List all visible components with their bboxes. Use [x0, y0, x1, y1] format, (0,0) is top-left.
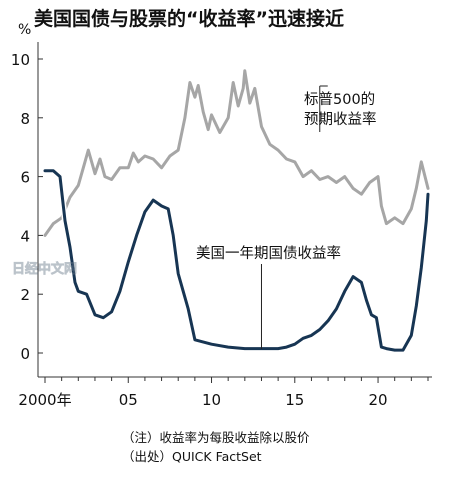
treasury-series-label: 美国一年期国债收益率	[196, 245, 341, 262]
x-tick-label: 10	[202, 391, 221, 409]
treasury-1y-yield-line	[43, 169, 430, 352]
series-layer	[42, 69, 431, 354]
sp500-yield-line	[43, 69, 430, 237]
watermark: 日经中文网	[12, 261, 78, 278]
x-tick-label: 15	[285, 391, 304, 409]
y-axis: 0 2 4 6 8 10	[11, 42, 43, 377]
y-tick-label: 10	[11, 51, 30, 69]
y-tick-label: 8	[20, 110, 30, 128]
note-definition: （注）收益率为每股收益除以股价	[122, 430, 310, 445]
sp500-series-label: 预期收益率	[304, 111, 377, 128]
watermark-text: 日经中文网	[12, 261, 77, 277]
note-source: （出处）QUICK FactSet	[122, 449, 262, 464]
chart-title: 美国国债与股票的“收益率”迅速接近	[34, 8, 344, 30]
x-tick-label: 2000年	[18, 391, 71, 409]
y-axis-unit: %	[18, 22, 31, 38]
x-tick-label: 20	[368, 391, 387, 409]
y-tick-label: 6	[20, 169, 30, 187]
sp500-series-label: 标普500的	[304, 91, 375, 108]
y-tick-label: 0	[20, 345, 30, 363]
x-axis: 2000年 05 10 15 20	[18, 376, 432, 409]
y-tick-label: 4	[20, 227, 30, 245]
y-tick-label: 2	[20, 286, 30, 304]
x-tick-label: 05	[119, 391, 138, 409]
